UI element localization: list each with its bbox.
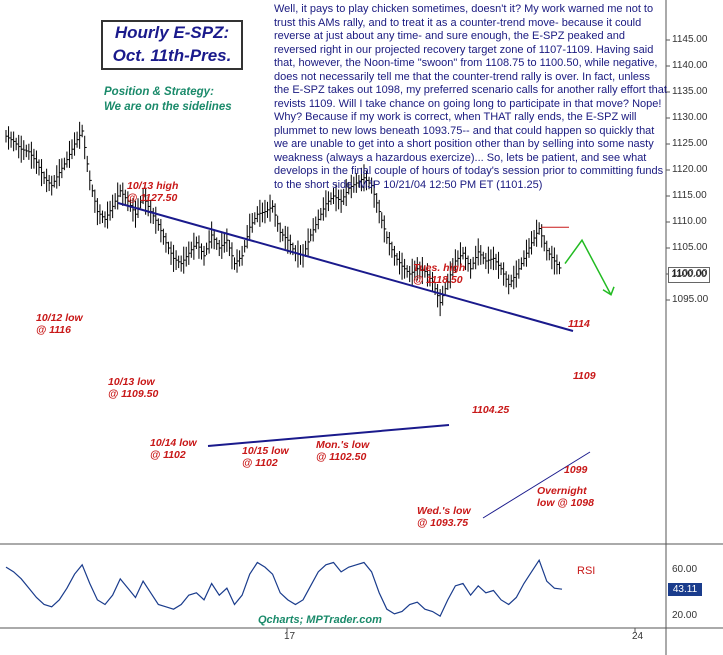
chart-title-box: Hourly E-SPZ: Oct. 11th-Pres. [101,20,243,70]
strategy-heading: Position & Strategy: [104,86,214,98]
price-tick-label: 1095.00 [672,294,709,305]
annotation-wed-low: Wed.'s low @ 1093.75 [417,505,471,529]
price-tick-label: 1125.00 [672,138,708,149]
commentary-text: Well, it pays to play chicken sometimes,… [274,3,667,191]
upper-trendline [117,202,574,332]
annotation-1013-high: 10/13 high @ 1127.50 [127,180,179,204]
annotation-mon-low: Mon.'s low @ 1102.50 [316,439,370,463]
annotation-1014-low: 10/14 low @ 1102 [150,437,197,461]
date-tick-label: 24 [632,631,644,642]
rsi-tick-label: 20.00 [672,610,698,622]
chart-credit: Qcharts; MPTrader.com [258,614,382,626]
last-price-flag: 1100.00 [668,267,710,283]
annotation-level-1104: 1104.25 [472,404,510,416]
axis-ticks [286,39,670,632]
annotation-level-1099: 1099 [564,464,588,476]
price-tick-label: 1100.00 [672,268,708,279]
chart-title-line1: Hourly E-SPZ: [114,23,230,42]
price-tick-label: 1130.00 [672,112,708,123]
annotation-1015-low: 10/15 low @ 1102 [242,445,289,469]
annotation-overnight-low: Overnight low @ 1098 [537,485,594,509]
rsi-last-flag: 43.11 [668,583,702,597]
trendlines [117,202,591,519]
projection-line [564,238,612,296]
chart-title-line2: Oct. 11th-Pres. [112,46,232,65]
rsi-tick-label: 60.00 [672,563,698,575]
rsi-line-path [5,558,563,618]
annotation-1012-low: 10/12 low @ 1116 [36,312,83,336]
support-trendline [207,424,450,447]
price-bars [5,121,562,317]
date-tick-label: 17 [284,631,296,642]
annotation-tues-high: Tues. high @ 1118.50 [413,262,466,286]
projection-path [564,238,615,296]
price-tick-label: 1115.00 [672,190,707,201]
price-tick-label: 1140.00 [672,60,708,71]
annotation-1013-low: 10/13 low @ 1109.50 [108,376,159,400]
price-tick-label: 1135.00 [672,86,708,97]
annotation-level-1109: 1109 [573,370,596,382]
price-tick-label: 1110.00 [672,216,707,227]
rsi-line [5,558,563,618]
price-tick-label: 1105.00 [672,242,708,253]
price-tick-label: 1145.00 [672,34,708,45]
price-tick-label: 1120.00 [672,164,708,175]
annotation-level-1114: 1114 [568,318,590,330]
rising-channel-line [482,451,591,519]
strategy-text: We are on the sidelines [104,101,232,113]
projection-arrowhead [602,286,615,296]
rsi-label: RSI [577,565,596,577]
